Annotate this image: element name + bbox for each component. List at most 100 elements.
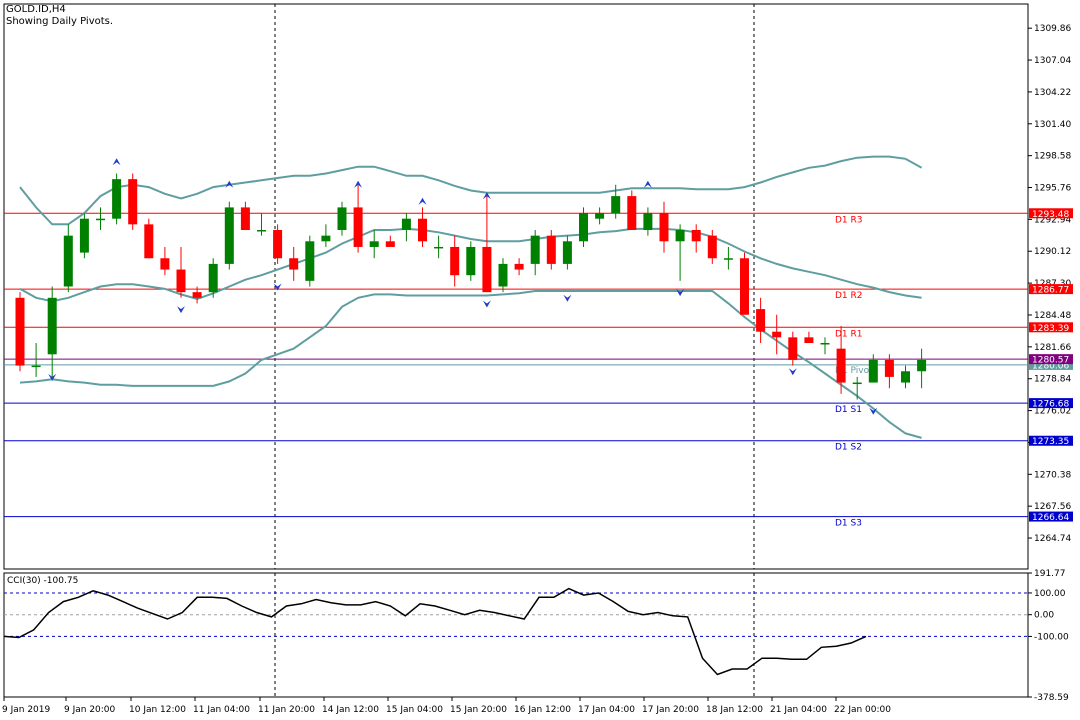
y-tick-label: 1270.38 [1034,470,1071,480]
fractal-up-arrow [225,180,234,188]
price-tag-label: 1283.39 [1032,324,1069,334]
y-tick-label: 1290.12 [1034,247,1071,257]
candle-body [385,241,395,247]
pivot-label: D1 R2 [835,291,863,301]
candle-body [884,359,894,377]
candle-body [562,241,572,264]
pivot-label: D1 R3 [835,215,863,225]
candle-body [176,269,186,293]
y-tick-label: 1309.86 [1034,24,1071,34]
fractal-down-arrow [482,300,491,308]
y-tick-label: 1298.58 [1034,152,1071,162]
candle-body [772,331,782,338]
y-tick-label: 1304.22 [1034,88,1071,98]
candle-body [144,224,154,259]
pivot-label: D1 S1 [835,405,862,415]
fractal-down-arrow [788,368,797,376]
y-tick-label: 1284.48 [1034,311,1071,321]
x-tick-label: 11 Jan 20:00 [258,705,315,715]
price-tag [1029,511,1073,522]
candle-body [353,207,363,247]
candle-body [579,213,588,242]
price-tag-label: 1286.77 [1032,286,1069,296]
candle-body [418,218,427,242]
y-tick-label: 1307.04 [1034,56,1071,66]
candle-body [128,179,138,225]
x-tick-label: 17 Jan 04:00 [578,705,635,715]
cci-y-tick-label: 0.00 [1034,611,1054,621]
x-tick-label: 9 Jan 20:00 [64,705,116,715]
cci-y-tick-label: -378.59 [1034,693,1069,703]
pivot-label: D1 R1 [835,329,863,339]
x-tick-label: 15 Jan 20:00 [450,705,507,715]
candle-body [369,241,379,247]
candle-body [321,235,331,242]
cci-title: CCI(30) -100.75 [7,576,78,586]
fractal-down-arrow [563,294,572,302]
cci-line [3,587,867,676]
candle-body [466,246,476,276]
price-tag [1029,322,1073,333]
x-tick-label: 21 Jan 04:00 [770,705,827,715]
candle-body [723,258,733,260]
cci-y-tick-label: 191.77 [1034,569,1066,579]
fractal-down-arrow [177,306,185,314]
candle-body [595,213,605,219]
x-tick-label: 16 Jan 12:00 [514,705,571,715]
candle-body [337,207,347,230]
symbol-label: GOLD.ID,H4 [6,4,66,15]
y-tick-label: 1264.74 [1034,534,1071,544]
candle-body [434,246,444,249]
price-tag-label: 1293.48 [1032,210,1069,220]
x-tick-label: 10 Jan 12:00 [129,705,186,715]
fractal-up-arrow [112,158,121,166]
x-tick-label: 22 Jan 00:00 [834,705,891,715]
candle-body [31,365,41,368]
candle-body [498,263,508,287]
price-tag-label: 1273.35 [1032,437,1069,447]
candle-body [112,179,122,219]
pivot-label: D1 Pivot [835,366,873,376]
candle-body [675,230,685,242]
fractal-up-arrow [354,180,363,188]
candle-body [273,230,283,259]
y-tick-label: 1267.56 [1034,502,1071,512]
x-tick-label: 17 Jan 20:00 [642,705,699,715]
candle-body [740,258,749,315]
candle-body [756,309,766,332]
y-tick-label: 1281.66 [1034,343,1071,353]
x-tick-label: 11 Jan 04:00 [193,705,250,715]
candle-body [160,258,170,270]
candle-body [707,235,717,259]
candle-body [917,359,927,372]
candle-body [546,235,556,264]
cci-y-tick-label: -100.00 [1034,632,1069,642]
price-tag [1029,398,1073,409]
price-tag [1029,435,1073,446]
x-tick-label: 9 Jan 2019 [2,705,50,715]
price-tag-label: 1276.68 [1032,400,1069,410]
candle-body [820,343,830,345]
candle-body [530,235,540,264]
band-lower [19,290,922,439]
candle-body [257,230,266,232]
candle-body [659,213,669,242]
candle-body [482,246,492,293]
candle-body [611,196,621,214]
fractal-up-arrow [482,192,491,200]
y-tick-label: 1276.02 [1034,407,1071,417]
y-tick-label: 1295.76 [1034,184,1071,194]
band-middle [19,227,922,303]
fractal-down-arrow [273,283,282,291]
candle-body [852,382,862,385]
x-tick-label: 15 Jan 04:00 [386,705,443,715]
candle-body [868,359,878,383]
pivot-label: D1 S3 [835,519,862,529]
fractal-down-arrow [676,289,685,297]
main-panel-frame [3,3,1029,570]
candle-body [514,263,524,270]
fractal-up-arrow [643,180,652,188]
price-tag [1029,359,1073,370]
